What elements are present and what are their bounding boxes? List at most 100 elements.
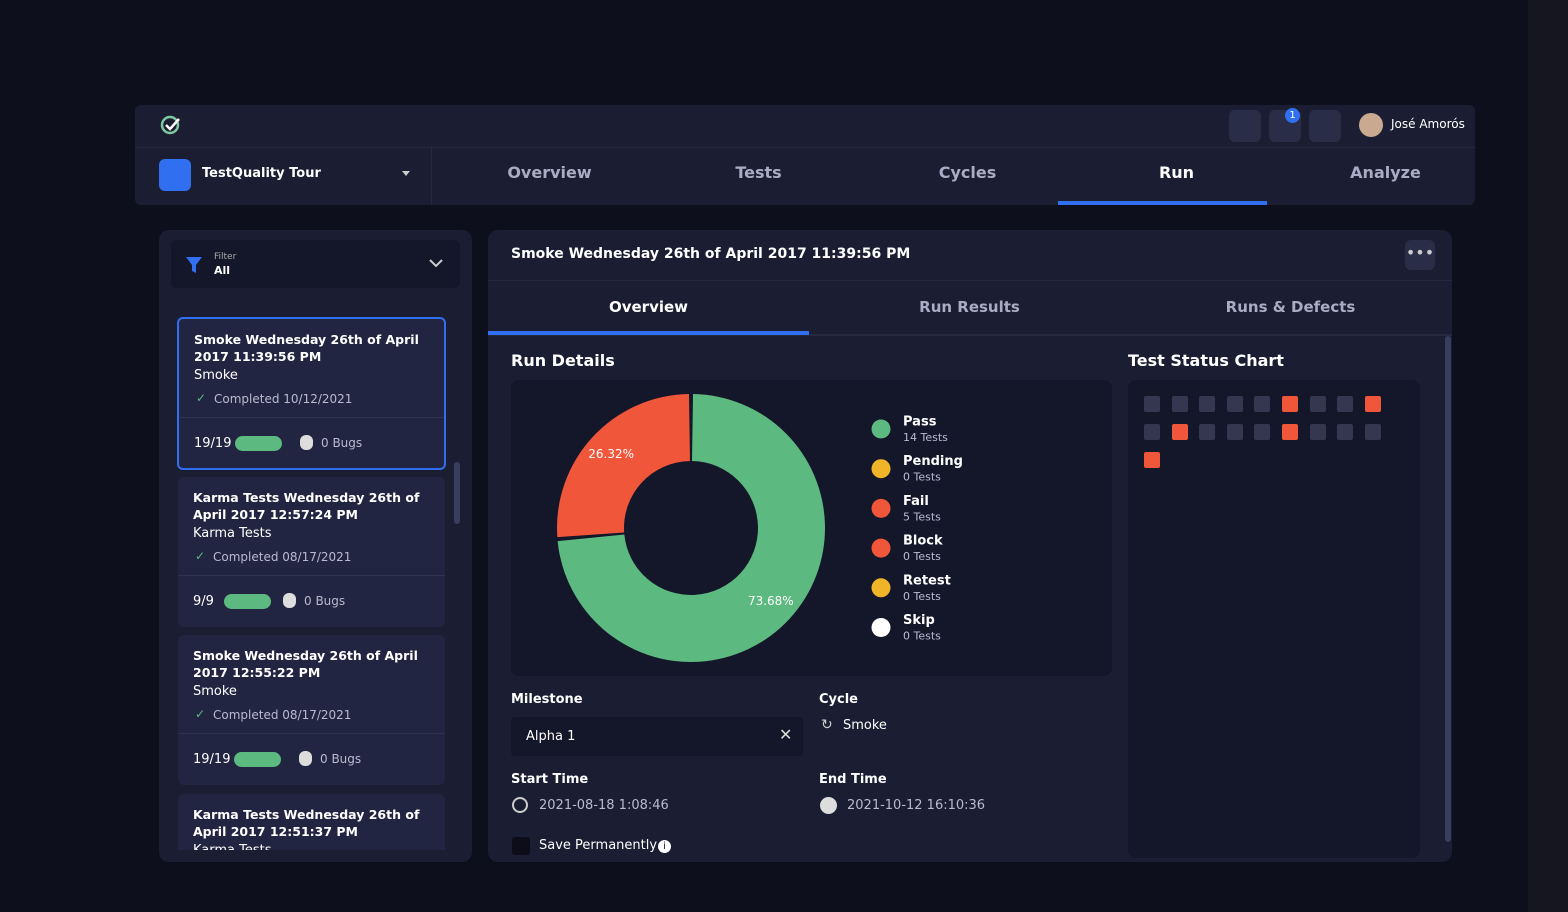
run-bugs: 0 Bugs — [321, 436, 363, 450]
status-cell — [1144, 452, 1160, 468]
nav-tab[interactable]: Tests — [735, 163, 782, 182]
legend-name: Skip — [903, 613, 935, 628]
avatar — [1359, 113, 1383, 137]
nav-tab[interactable]: Analyze — [1350, 163, 1421, 182]
active-underline — [1058, 201, 1267, 205]
status-cell — [1282, 424, 1298, 440]
clear-button[interactable]: ✕ — [779, 725, 793, 744]
run-title: Smoke Wednesday 26th of April 2017 12:55… — [193, 648, 418, 680]
more-button[interactable]: ••• — [1405, 240, 1435, 270]
check-icon: ✓ — [195, 707, 206, 721]
nav-tab[interactable]: Cycles — [938, 163, 997, 182]
run-title: Karma Tests Wednesday 26th of April 2017… — [193, 807, 420, 839]
tab-baseline — [488, 334, 1452, 336]
end-value: 2021-10-12 16:10:36 — [847, 798, 986, 813]
side-strip — [1528, 0, 1568, 912]
clock-icon — [820, 797, 837, 814]
run-title: Karma Tests Wednesday 26th of April 2017… — [193, 490, 420, 522]
slice-label: 26.32% — [588, 447, 634, 461]
milestone-value: Alpha 1 — [526, 729, 576, 744]
milestone-field[interactable]: Alpha 1 ✕ — [511, 717, 803, 756]
check-icon: ✓ — [195, 549, 206, 563]
divider — [178, 575, 445, 576]
legend-name: Fail — [903, 494, 929, 509]
divider — [431, 147, 432, 205]
status-cell — [1199, 396, 1216, 412]
slice-label: 73.68% — [748, 594, 794, 608]
status-cell — [1171, 424, 1188, 440]
status-cell — [1364, 424, 1381, 440]
project-icon — [159, 159, 191, 191]
project-name[interactable]: TestQuality Tour — [202, 166, 321, 181]
detail-title: Smoke Wednesday 26th of April 2017 11:39… — [511, 246, 911, 262]
status-cell — [1171, 396, 1188, 412]
legend-name: Pending — [903, 454, 963, 469]
status-cell — [1144, 424, 1160, 440]
legend-icon — [871, 578, 891, 598]
run-card[interactable]: Karma Tests Wednesday 26th of April 2017… — [178, 794, 445, 850]
legend-name: Pass — [903, 415, 937, 430]
run-type: Smoke — [193, 684, 237, 699]
detail-tab[interactable]: Overview — [608, 298, 689, 316]
divider — [488, 280, 1452, 281]
theme-button[interactable] — [1309, 110, 1341, 142]
divider — [178, 733, 445, 734]
run-card[interactable]: Smoke Wednesday 26th of April 2017 12:55… — [178, 635, 445, 785]
status-cell — [1199, 424, 1216, 440]
run-title: Smoke Wednesday 26th of April 2017 11:39… — [194, 332, 419, 364]
status-cell — [1226, 396, 1243, 412]
end-label: End Time — [819, 772, 887, 787]
run-card[interactable]: Smoke Wednesday 26th of April 2017 11:39… — [177, 317, 446, 470]
status-grid — [1128, 380, 1420, 858]
donut-slice — [557, 394, 690, 538]
info-icon[interactable]: i — [658, 840, 671, 853]
run-status: Completed 10/12/2021 — [214, 392, 353, 406]
status-cell — [1226, 424, 1243, 440]
section-title: Run Details — [511, 351, 615, 370]
legend-count: 0 Tests — [903, 471, 941, 484]
status-cell — [1337, 396, 1354, 412]
status-cell — [1309, 424, 1326, 440]
bug-icon — [283, 593, 296, 608]
run-card[interactable]: Karma Tests Wednesday 26th of April 2017… — [178, 477, 445, 627]
legend-count: 0 Tests — [903, 630, 941, 643]
filter[interactable]: Filter All — [171, 240, 460, 288]
inbox-button[interactable] — [1229, 110, 1261, 142]
detail-tab[interactable]: Runs & Defects — [1225, 298, 1356, 316]
bug-icon — [300, 435, 313, 450]
run-count: 9/9 — [193, 594, 214, 609]
cycle-value: Smoke — [843, 718, 887, 733]
legend-count: 14 Tests — [903, 431, 948, 444]
runs-panel: Filter All Smoke Wednesday 26th of April… — [159, 230, 472, 862]
notification-badge: 1 — [1285, 108, 1300, 123]
user-name[interactable]: José Amorós — [1391, 117, 1465, 131]
cycle-icon: ↻ — [821, 717, 833, 733]
project-caret[interactable] — [402, 171, 410, 180]
legend-icon — [871, 618, 891, 637]
run-type: Smoke — [194, 368, 238, 383]
top-bar: 1 José Amorós TestQuality Tour Overview T… — [135, 105, 1475, 205]
legend-icon — [871, 498, 891, 518]
legend-count: 0 Tests — [903, 590, 941, 603]
status-cell — [1337, 424, 1354, 440]
save-label[interactable]: Save Permanently — [539, 838, 658, 853]
nav-tab[interactable]: Run — [1158, 163, 1195, 182]
run-bugs: 0 Bugs — [304, 594, 346, 608]
status-cell — [1144, 396, 1160, 412]
cycle-label: Cycle — [819, 692, 858, 707]
run-bugs: 0 Bugs — [320, 752, 362, 766]
legend-count: 5 Tests — [903, 510, 941, 523]
nav-tab[interactable]: Overview — [507, 163, 592, 182]
check-icon: ✓ — [196, 391, 207, 405]
progress-bar — [234, 752, 281, 767]
status-cell — [1254, 424, 1271, 440]
save-checkbox[interactable] — [512, 837, 530, 855]
scrollbar — [454, 462, 460, 524]
run-count: 19/19 — [194, 436, 232, 451]
filter-value: All — [214, 264, 231, 277]
detail-tab[interactable]: Run Results — [919, 298, 1020, 316]
divider — [179, 417, 444, 418]
clock-icon — [512, 797, 528, 813]
